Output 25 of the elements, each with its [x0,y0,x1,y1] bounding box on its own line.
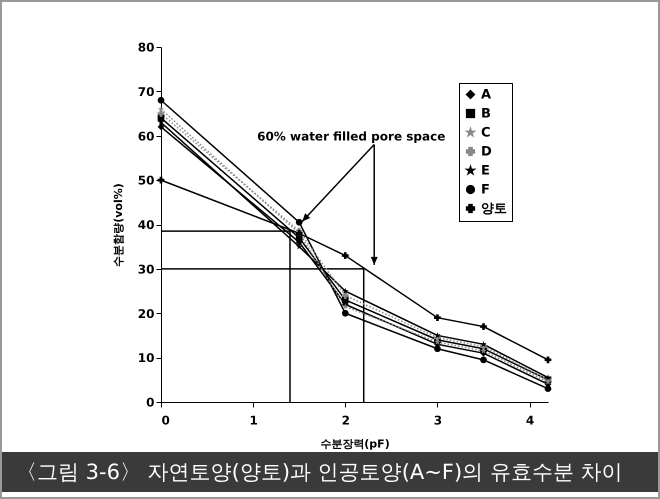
y-tick-label: 10 [138,351,154,366]
y-tick-label: 30 [138,262,154,276]
y-tick-label: 20 [138,306,154,321]
x-tick-label: 4 [526,414,534,428]
annotation: 60% water filled pore space [257,130,446,144]
legend-label: B [481,106,491,122]
y-tick-label: 70 [138,84,154,99]
x-tick-label: 3 [434,414,442,428]
legend-label: D [481,144,492,160]
legend-label: C [481,126,491,140]
text: 〈그림 3-6〉 자연토양(양토)과 인공토양(A~F)의 유효수분 차이 [2,452,658,492]
y-tick-label: 60 [138,129,154,144]
y-tick-label: 50 [138,174,154,188]
x-tick-label: 0 [162,414,170,428]
y-tick-label: 0 [146,396,154,410]
x-tick-label: 1 [249,414,258,428]
legend-label: F [481,182,490,198]
legend-label: 양토 [481,202,507,216]
legend-label: E [481,164,490,178]
y-axis-title: 수분함량(vol%) [112,183,125,267]
x-axis-title: 수분장력(pF) [320,438,390,450]
y-tick-label: 40 [138,218,154,232]
x-tick-label: 2 [342,414,350,428]
legend-label: A [481,88,492,102]
y-tick-label: 80 [138,40,154,54]
